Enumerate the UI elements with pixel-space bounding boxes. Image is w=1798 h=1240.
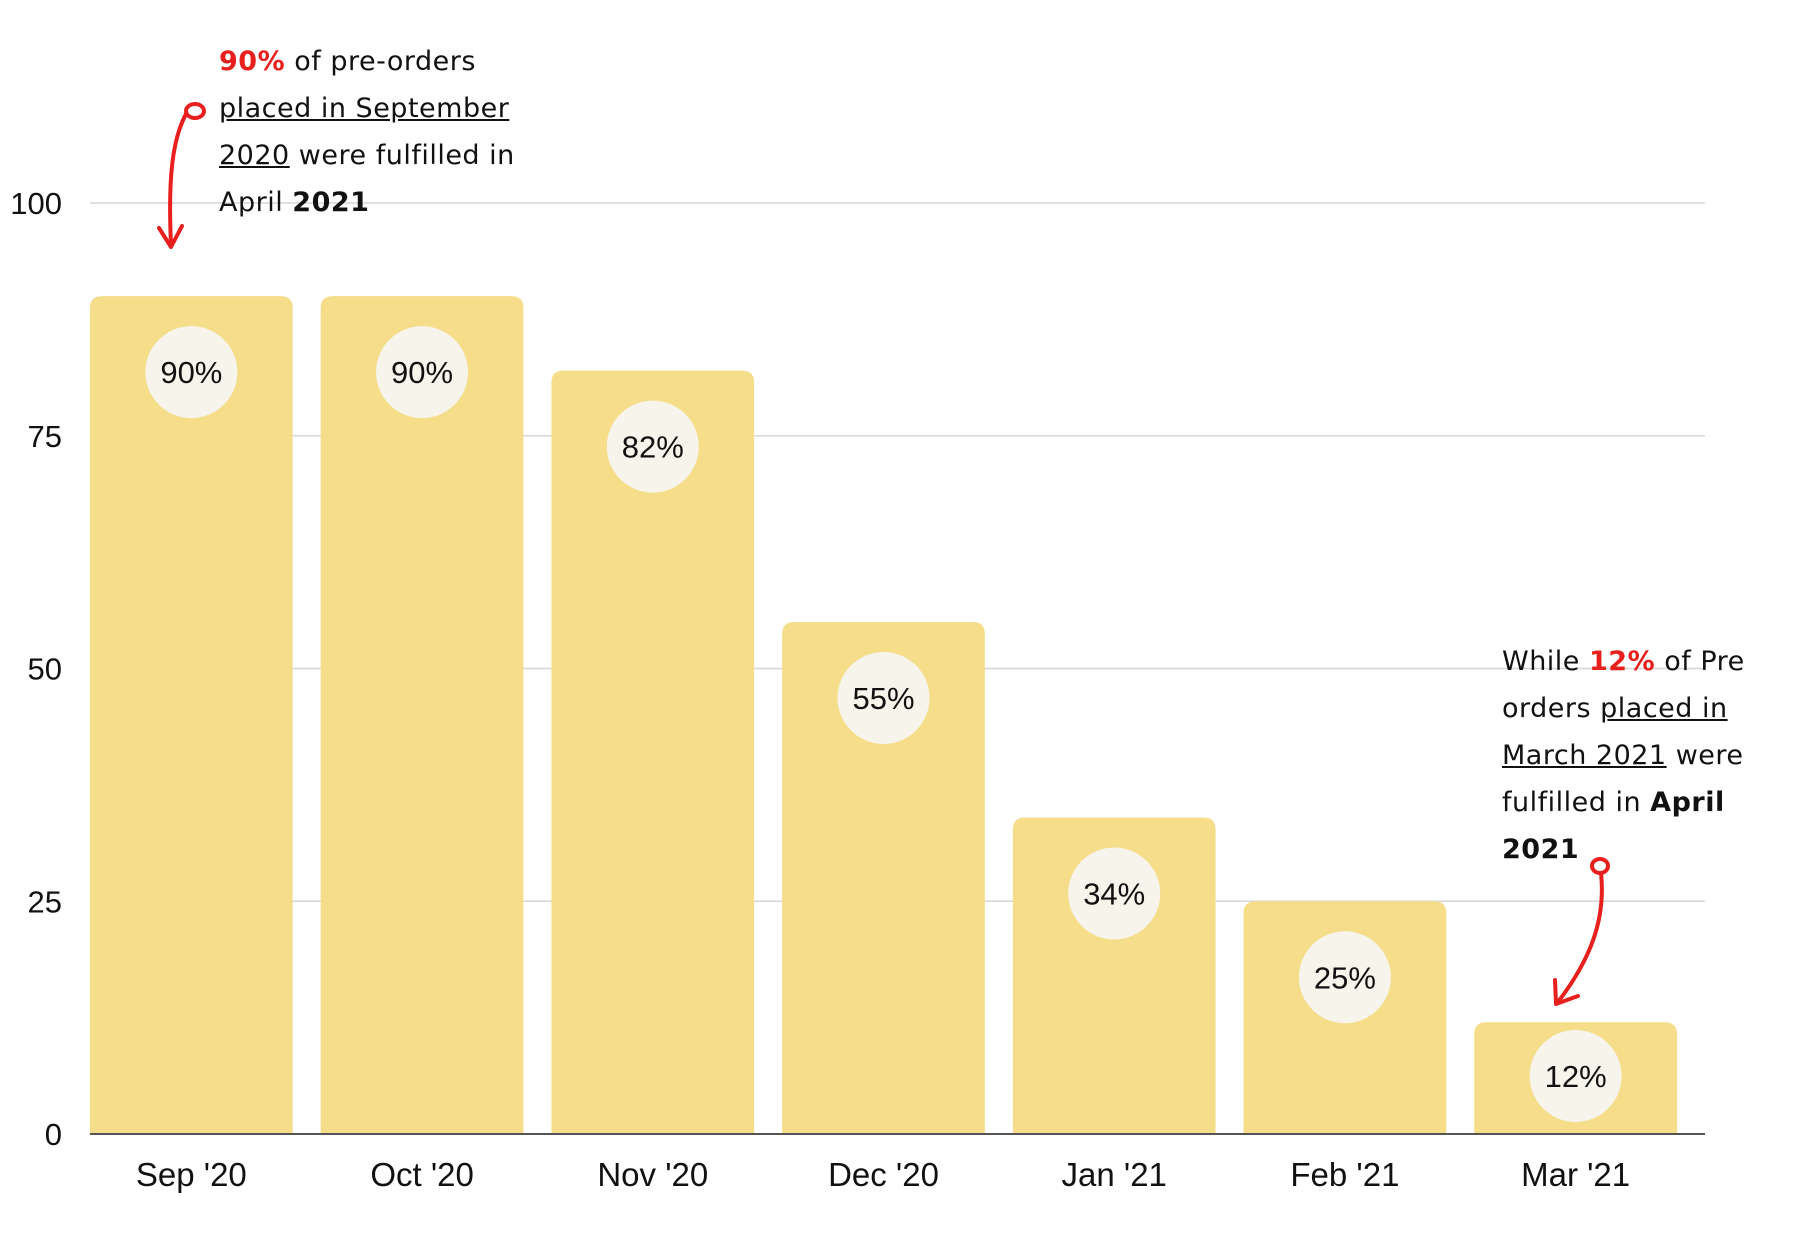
annotation-sep-line3: 2020 were fulfilled in xyxy=(219,132,539,179)
y-tick-label: 75 xyxy=(28,419,62,454)
annotation-sep: 90% of pre-orders placed in September 20… xyxy=(219,38,539,226)
x-tick-label: Sep '20 xyxy=(136,1156,247,1193)
data-label-bubble xyxy=(376,326,469,419)
data-label-bubble xyxy=(1068,847,1161,940)
annotation-sep-text6: 2021 xyxy=(292,187,370,218)
x-tick-label: Feb '21 xyxy=(1290,1156,1399,1193)
annotation-mar-text4: placed in xyxy=(1600,693,1728,724)
data-label: 34% xyxy=(1083,876,1145,911)
data-label: 12% xyxy=(1545,1059,1607,1094)
bars: 90% 90% 82% 55% 34% 25% 12% xyxy=(90,296,1677,1135)
y-tick-label: 25 xyxy=(28,884,62,919)
x-tick-label: Jan '21 xyxy=(1062,1156,1167,1193)
data-label: 90% xyxy=(160,355,222,390)
bar xyxy=(551,370,755,1135)
data-label-bubble xyxy=(1298,931,1391,1024)
y-axis-ticks: 0 25 50 75 100 xyxy=(10,186,62,1152)
annotation-sep-text4: were fulfilled in xyxy=(289,140,515,171)
annotation-mar-pct: 12% xyxy=(1589,646,1656,677)
annotation-mar-text2: of Pre xyxy=(1655,646,1745,677)
annotation-mar-text5: March 2021 xyxy=(1502,740,1667,771)
bar xyxy=(320,296,524,1135)
annotation-mar-text7: fulfilled in xyxy=(1502,787,1651,818)
annotation-sep-line4: April 2021 xyxy=(219,179,539,226)
data-label: 25% xyxy=(1314,960,1376,995)
y-tick-label: 100 xyxy=(10,186,62,221)
data-label: 82% xyxy=(622,430,684,465)
x-tick-label: Mar '21 xyxy=(1521,1156,1630,1193)
annotation-sep-line1: 90% of pre-orders xyxy=(219,38,539,85)
annotation-mar-text3: orders xyxy=(1502,693,1601,724)
annotation-mar-text1: While xyxy=(1502,646,1590,677)
annotation-mar: While 12% of Pre orders placed in March … xyxy=(1502,638,1794,873)
x-tick-label: Nov '20 xyxy=(597,1156,708,1193)
annotation-mar-text8: April 2021 xyxy=(1502,787,1725,865)
data-label: 55% xyxy=(852,681,914,716)
x-tick-label: Dec '20 xyxy=(828,1156,939,1193)
annotation-sep-line2: placed in September xyxy=(219,85,539,132)
annotation-mar-text6: were xyxy=(1666,740,1744,771)
arrow-mar-icon xyxy=(1553,857,1610,1006)
y-tick-label: 0 xyxy=(45,1117,62,1152)
bar xyxy=(90,296,293,1135)
data-label-bubble xyxy=(837,651,930,744)
bar xyxy=(782,621,985,1134)
x-tick-label: Oct '20 xyxy=(370,1156,474,1193)
data-label: 90% xyxy=(391,355,453,390)
annotation-arrows xyxy=(157,102,1610,1006)
annotation-sep-text1: of pre-orders xyxy=(285,46,476,77)
data-label-bubble xyxy=(606,400,699,493)
annotation-sep-text5: April xyxy=(219,187,293,218)
data-label-bubble xyxy=(1529,1030,1622,1122)
annotation-mar-line1: While 12% of Pre xyxy=(1502,638,1794,685)
annotation-sep-text3: 2020 xyxy=(219,140,290,171)
annotation-mar-line3: March 2021 were xyxy=(1502,732,1794,779)
annotation-sep-pct: 90% xyxy=(219,46,286,77)
y-tick-label: 50 xyxy=(28,652,62,687)
x-axis-ticks: Sep '20 Oct '20 Nov '20 Dec '20 Jan '21 Feb '… xyxy=(136,1156,1630,1193)
annotation-mar-line2: orders placed in xyxy=(1502,685,1794,732)
annotation-mar-line4: fulfilled in April 2021 xyxy=(1502,779,1794,873)
bar xyxy=(1012,817,1216,1134)
data-label-bubble xyxy=(145,326,238,419)
arrow-sep-icon xyxy=(157,102,206,249)
annotation-sep-text2: placed in September xyxy=(219,93,510,124)
